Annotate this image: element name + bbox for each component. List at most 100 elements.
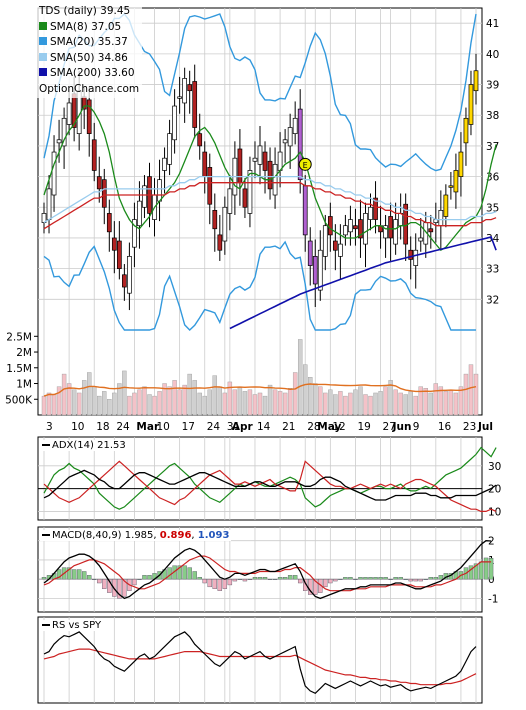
macd-hist-bar [76, 569, 82, 580]
adx-line [43, 469, 497, 501]
macd-label: MACD(8,40,9) 1.985, 0.896, 1.093 [40, 530, 232, 541]
volume-bar [242, 391, 248, 416]
macd-hist-bar [87, 575, 92, 580]
candle-body [413, 249, 419, 266]
volume-bar [177, 389, 182, 416]
macd-hist-bar [262, 577, 268, 580]
volume-bar [172, 380, 177, 416]
candle-body [363, 213, 368, 245]
candle-body [61, 117, 67, 147]
volume-bar [353, 389, 358, 416]
adx-label: ADX(14) 21.53 [40, 440, 128, 451]
candle-body [142, 185, 147, 208]
sma8-line [43, 105, 497, 252]
volume-bar [102, 391, 107, 416]
macd-hist-bar [348, 577, 353, 580]
volume-bar [328, 389, 333, 416]
macd-hist-bar [358, 577, 363, 580]
candle-body [438, 209, 444, 227]
macd-hist-bar [137, 578, 142, 580]
candle-body [468, 84, 474, 125]
volume-bar [318, 386, 323, 416]
candle-body [101, 179, 107, 208]
candle-body [383, 225, 388, 239]
x-tick-label: Mar [136, 421, 160, 433]
volume-bar [237, 386, 243, 416]
macd-hist-bar [41, 577, 47, 580]
x-tick-label: 19 [357, 421, 370, 433]
macd-hist-bar [388, 578, 393, 580]
volume-bar [197, 392, 202, 416]
candle-body [172, 105, 177, 141]
macd-hist-bar [117, 578, 122, 599]
candle-body [162, 157, 167, 171]
candle-body [177, 96, 182, 99]
volume-bar [46, 392, 52, 416]
macd-hist-bar [428, 577, 433, 580]
volume-bar [473, 373, 479, 416]
candle-body [222, 206, 228, 242]
macd-hist-bar [282, 577, 288, 580]
volume-bar [418, 386, 423, 416]
legend-swatch-sma50 [39, 52, 47, 61]
volume-bar [463, 373, 469, 416]
volume-bar [458, 386, 464, 416]
x-tick-label: 9 [413, 421, 420, 433]
candle-body [348, 219, 353, 233]
candle-body [353, 225, 358, 230]
candle-body [408, 249, 414, 260]
volume-bar [303, 364, 308, 416]
volume-bar [76, 392, 82, 416]
volume-bar [373, 392, 378, 416]
macd-tick-label: -1 [488, 593, 498, 605]
volume-bar [368, 395, 373, 416]
volume-bar [51, 394, 57, 416]
x-tick-label: 28 [307, 421, 320, 433]
x-tick-label: 21 [282, 421, 295, 433]
candle-body [187, 84, 193, 92]
macd-hist-bar [92, 578, 97, 580]
pane-frame-adx [37, 436, 483, 521]
volume-bar [383, 386, 388, 416]
macd-hist-bar [197, 577, 202, 580]
legend-item-sma8: SMA(8) 37.05 [39, 20, 139, 36]
macd-hist-bar [187, 567, 192, 580]
macd-hist-bar [132, 578, 137, 586]
volume-bar [308, 377, 313, 416]
candle-body [127, 256, 132, 294]
volume-bar [423, 388, 428, 416]
volume-bar [282, 392, 288, 416]
macd-hist-bar [473, 563, 479, 580]
candle-body [111, 237, 117, 251]
macd-signal-line [43, 555, 492, 592]
volume-bar [202, 395, 207, 416]
volume-bar [363, 394, 368, 416]
volume-bar [87, 372, 92, 416]
macd-hist-bar [247, 578, 253, 580]
rs-label: RS vs SPY [40, 620, 104, 631]
volume-bar [152, 395, 157, 416]
volume-bar [252, 394, 258, 416]
macd-hist-bar [102, 578, 107, 589]
candle-body [202, 151, 208, 177]
macd-hist-bar [122, 578, 127, 597]
volume-bar [413, 395, 418, 416]
x-tick-label: 14 [257, 421, 271, 433]
volume-bar [277, 391, 283, 416]
x-tick-label: Jul [477, 421, 493, 433]
volume-bar [56, 386, 62, 416]
candle-body [373, 197, 378, 220]
volume-bar [257, 392, 263, 416]
x-tick-label: 3 [46, 421, 53, 433]
candle-body [66, 102, 72, 125]
x-tick-label: 24 [207, 421, 221, 433]
volume-bar [343, 395, 348, 416]
macd-hist-bar [483, 557, 489, 580]
macd-hist-bar [192, 571, 197, 580]
macd-hist-bar [328, 578, 333, 584]
macd-hist-bar [333, 578, 338, 582]
macd-hist-bar [488, 558, 494, 580]
x-tick-label: Jun [392, 421, 412, 433]
volume-tick-label: 1M [16, 379, 32, 391]
